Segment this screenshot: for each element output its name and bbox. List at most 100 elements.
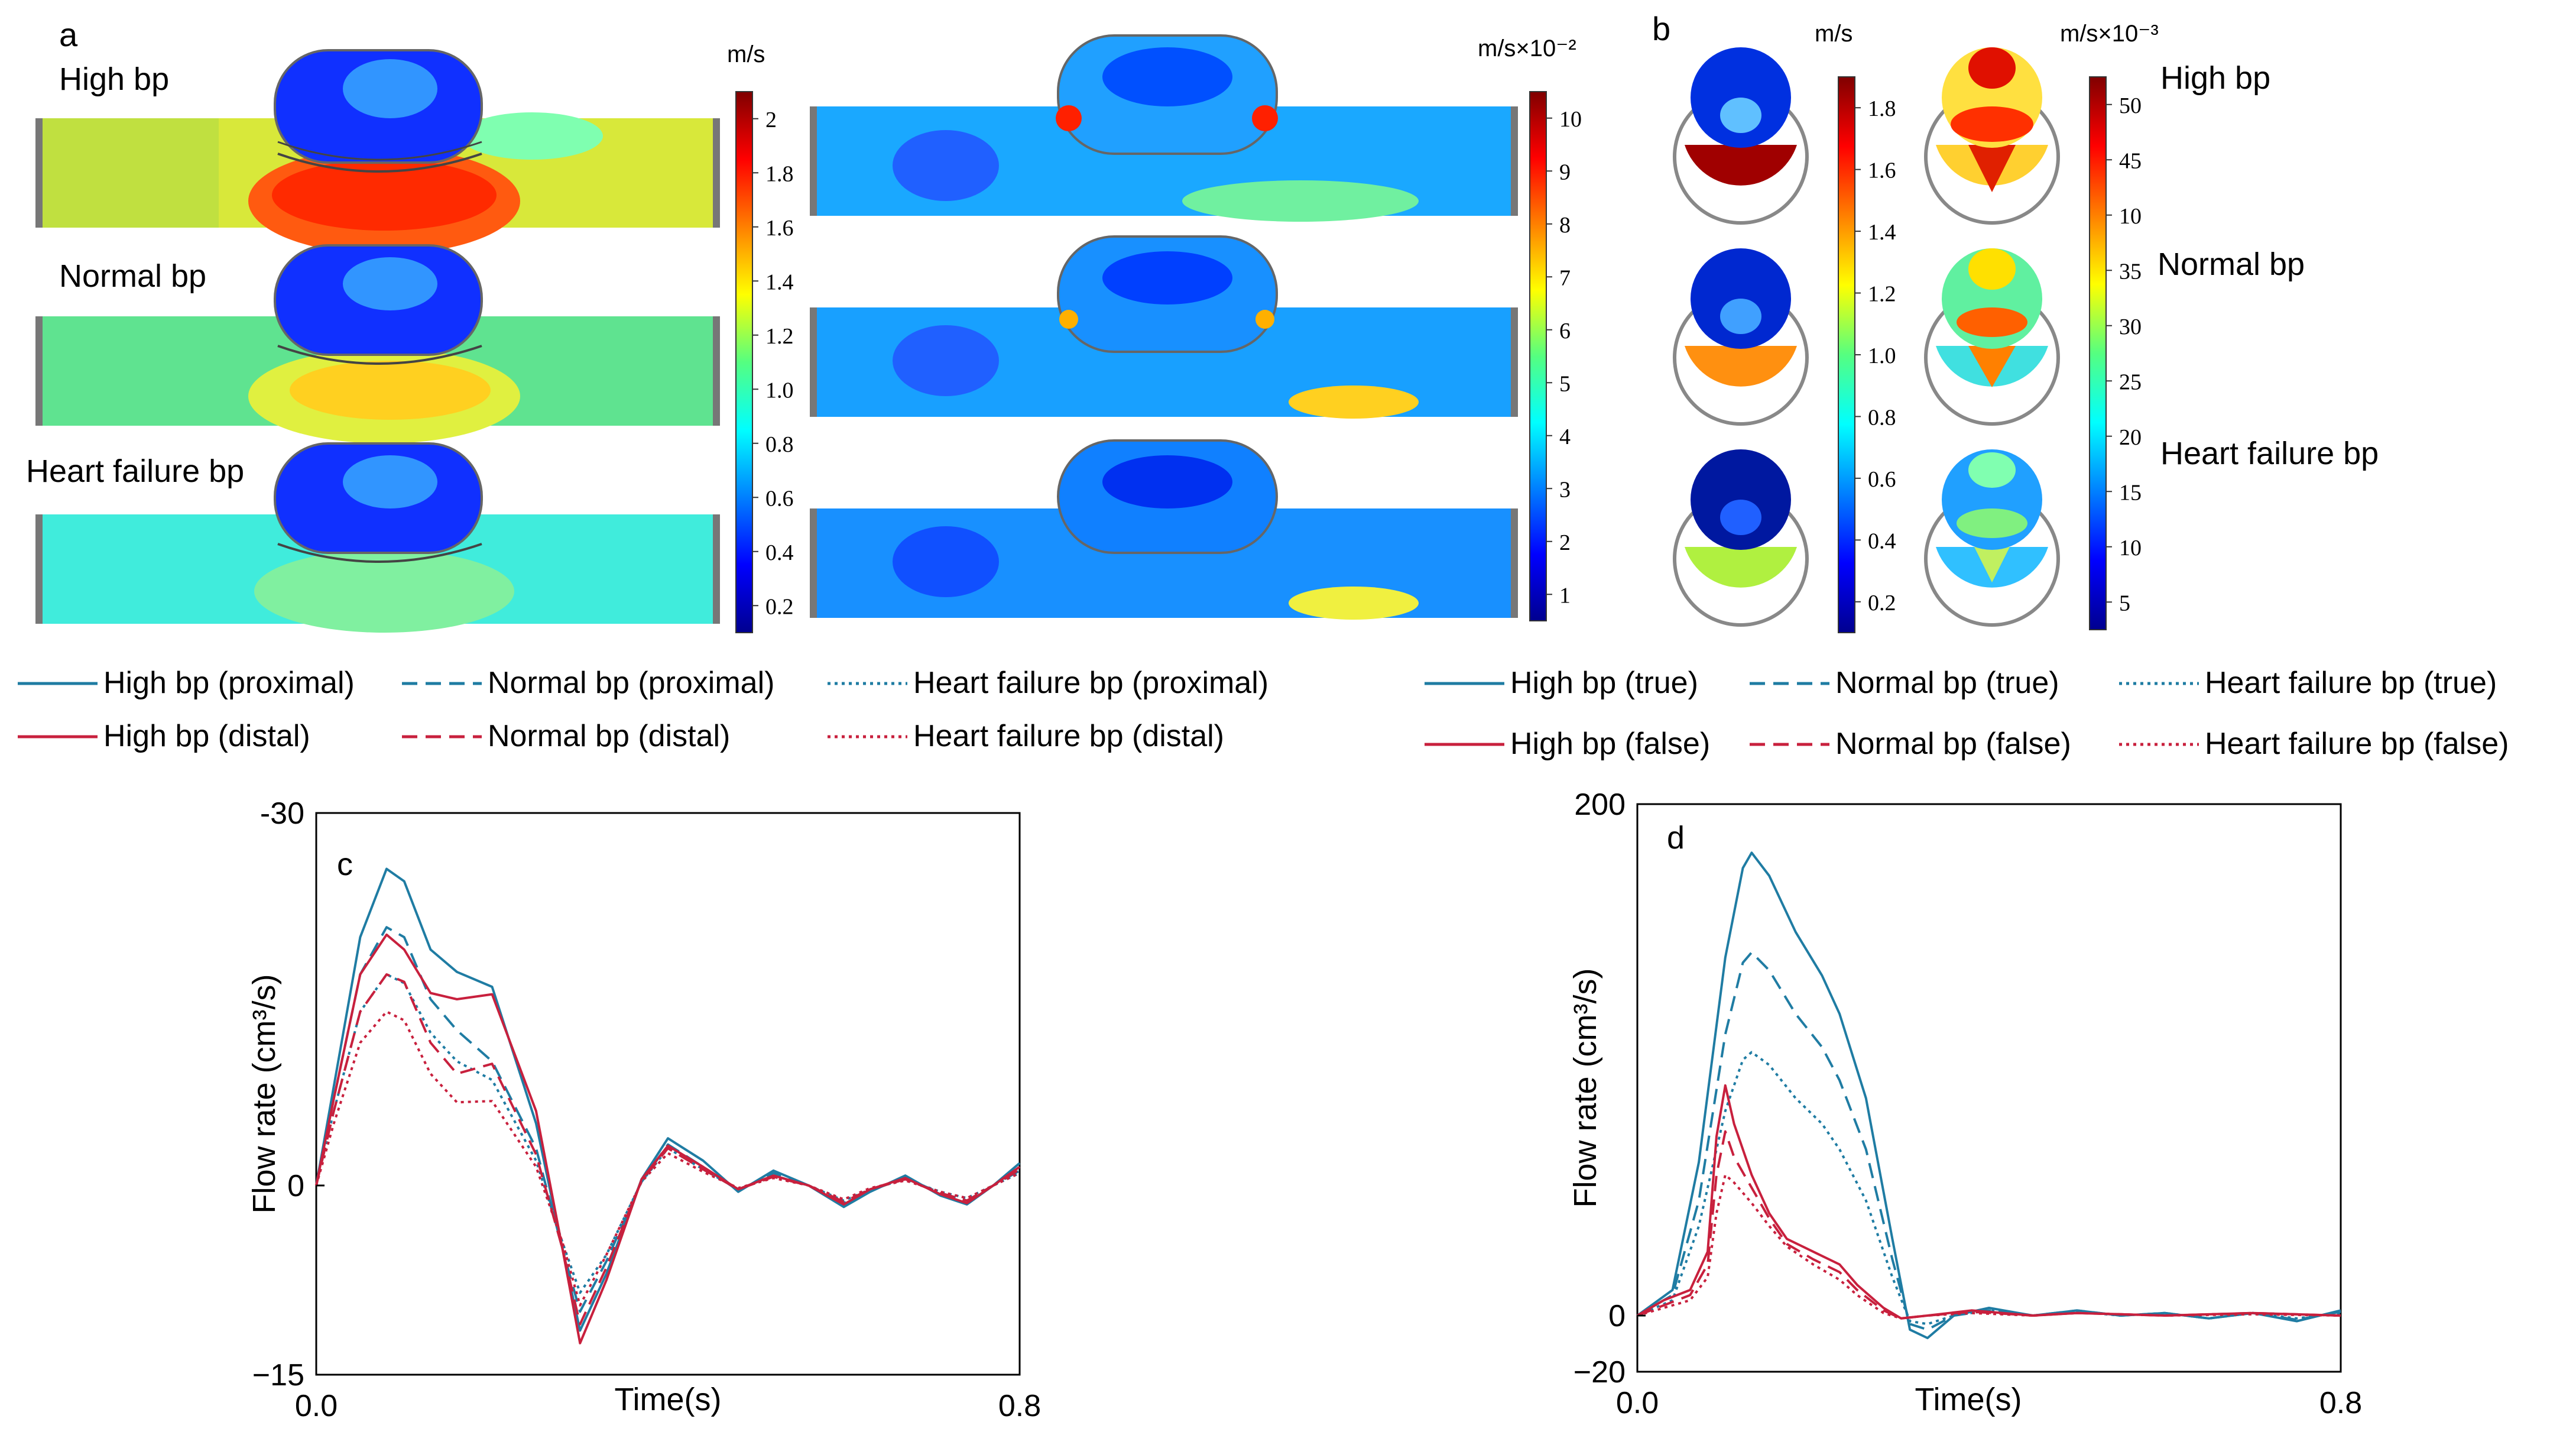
chart-d-frame: [1636, 803, 2342, 1373]
cross-section-normal-bp: [1673, 248, 1809, 426]
tube-image-high-bp: [35, 49, 720, 254]
legend-d-label: Normal bp (false): [1835, 727, 2071, 761]
row-label-b-high-bp: High bp: [2160, 60, 2270, 96]
row-label-b-normal-bp: Normal bp: [2158, 247, 2305, 282]
chart-d-xtick-label: 0.8: [2319, 1386, 2362, 1420]
colorbar-a-right-tick-label: 3: [1559, 477, 1571, 502]
colorbar-a-left-tick-label: 2: [765, 108, 777, 132]
colorbar-a-left-unit: m/s: [727, 41, 765, 67]
chart-c-xtick-label: 0.0: [295, 1389, 338, 1423]
legend-d-label: Heart failure bp (false): [2205, 727, 2509, 761]
colorbar-b-right-tick-label: 15: [2119, 480, 2142, 505]
tube-image-heart-failure-bp-right: [810, 439, 1518, 620]
colorbar-a-left-tick-label: 1.4: [765, 270, 794, 294]
colorbar-b-right-unit: m/s×10⁻³: [2060, 21, 2159, 47]
chart-c-ytick-label: 0: [287, 1169, 304, 1203]
chart-d-ytick-label: −20: [1573, 1355, 1626, 1389]
row-label-a-high-bp: High bp: [59, 61, 169, 97]
colorbar-a-left-tick-label: 1.8: [765, 161, 794, 186]
colorbar-a-right-tick-label: 5: [1559, 371, 1571, 396]
colorbar-b-right-tick-label: 45: [2119, 148, 2142, 173]
legend-d: High bp (true) Normal bp (true) Heart fail…: [1425, 666, 2509, 761]
row-label-b-heart-failure-bp: Heart failure bp: [2160, 436, 2379, 471]
cross-section-high-bp: [1673, 47, 1809, 225]
tube-image-high-bp-right: [810, 34, 1518, 222]
cross-section-heart-failure-bp: [1673, 449, 1809, 627]
chart-d-series-line: [1636, 951, 2341, 1331]
cross-section-heart-failure-bp-right: [1924, 449, 2060, 627]
chart-d-series-line: [1637, 1130, 2341, 1320]
colorbar-b-right-tick-label: 5: [2119, 591, 2130, 616]
colorbar-a-left-ticks: 2 1.8 1.6 1.4 1.2 1.0 0.8 0.6 0.4 0.2: [752, 108, 794, 619]
colorbar-a-right: m/s×10⁻² 10 9 8 7 6 5 4 3 2 1: [1478, 35, 1582, 621]
colorbar-a-right-tick-label: 7: [1559, 265, 1571, 290]
legend-c-label: Heart failure bp (distal): [913, 719, 1224, 753]
chart-d-xtick-label: 0.0: [1616, 1386, 1659, 1420]
tube-image-normal-bp: [35, 244, 720, 443]
legend-d-label: Heart failure bp (true): [2205, 666, 2497, 700]
chart-d-ytick-label: 0: [1608, 1299, 1626, 1333]
colorbar-a-right-tick-label: 1: [1559, 583, 1571, 608]
legend-c-label: Normal bp (proximal): [488, 666, 774, 700]
tube-image-heart-failure-bp: [35, 442, 720, 633]
cross-section-images-left: [1673, 47, 1809, 627]
colorbar-b-right-tick-label: 20: [2119, 425, 2142, 450]
chart-c-xlabel: Time(s): [615, 1382, 722, 1417]
colorbar-a-right-tick-label: 8: [1559, 213, 1571, 238]
colorbar-b-left-tick-label: 1.4: [1868, 220, 1896, 245]
colorbar-a-left-tick-label: 1.2: [765, 324, 794, 349]
chart-d-series-line: [1637, 1051, 2341, 1326]
colorbar-b-right-tick-label: 10: [2119, 204, 2142, 229]
colorbar-b-left-unit: m/s: [1815, 21, 1852, 47]
colorbar-b-right-tick-label: 30: [2119, 315, 2142, 339]
legend-d-label: High bp (true): [1510, 666, 1698, 700]
chart-c-series-line: [315, 973, 1021, 1326]
chart-d-panel-label: d: [1667, 820, 1685, 856]
row-label-a-heart-failure-bp: Heart failure bp: [26, 454, 244, 489]
chart-d-series-line: [1637, 1174, 2341, 1320]
legend-c: High bp (proximal) Normal bp (proximal) He…: [18, 666, 1268, 753]
panel-a-magnitude-images: [810, 34, 1518, 620]
colorbar-b-left-tick-label: 1.8: [1868, 96, 1896, 121]
colorbar-b-left-tick-label: 0.4: [1868, 529, 1896, 553]
colorbar-b-left-tick-label: 0.2: [1868, 591, 1896, 616]
chart-c-frame: [315, 812, 1021, 1376]
chart-d-series-line: [1636, 851, 2341, 1339]
legend-c-label: Normal bp (distal): [488, 719, 730, 753]
legend-c-label: High bp (distal): [103, 719, 310, 753]
colorbar-b-left-tick-label: 0.8: [1868, 405, 1896, 430]
chart-d: d 0.0 0.8 200 0 −20 Time(s) Flow rate (cm³/s…: [1568, 788, 2362, 1420]
chart-c-series-line: [315, 926, 1020, 1313]
chart-c-series-line: [315, 933, 1021, 1345]
colorbar-a-right-unit: m/s×10⁻²: [1478, 35, 1576, 61]
panel-a: a High bp: [26, 16, 1582, 633]
colorbar-b-left-tick-label: 1.6: [1868, 158, 1896, 183]
colorbar-b-left-tick-label: 1.0: [1868, 344, 1896, 368]
colorbar-a-left-tick-label: 0.4: [765, 540, 794, 565]
colorbar-b-right-ticks: 50 45 10 35 30 25 20 15 10 5: [2106, 93, 2142, 616]
chart-c-ytick-label: −15: [252, 1358, 304, 1392]
colorbar-a-right-ticks: 10 9 8 7 6 5 4 3 2 1: [1546, 107, 1582, 608]
chart-c-panel-label: c: [337, 847, 353, 882]
chart-c-series-line: [315, 867, 1021, 1332]
colorbar-b-left-ticks: 1.8 1.6 1.4 1.2 1.0 0.8 0.6 0.4 0.2: [1855, 96, 1896, 616]
colorbar-a-right-tick-label: 4: [1559, 425, 1571, 449]
colorbar-b-right-tick-label: 35: [2119, 259, 2142, 284]
chart-c-series: [315, 867, 1021, 1345]
panel-a-label: a: [59, 16, 78, 53]
colorbar-b-right-tick-label: 10: [2119, 536, 2142, 561]
colorbar-a-left-tick-label: 1.0: [765, 378, 794, 403]
chart-d-xlabel: Time(s): [1915, 1382, 2022, 1417]
chart-c-ytick-label: -30: [260, 796, 304, 831]
colorbar-b-left: m/s 1.8 1.6 1.4 1.2 1.0 0.8 0.6 0.4 0.2: [1815, 21, 1896, 633]
chart-d-ylabel: Flow rate (cm³/s): [1568, 968, 1603, 1208]
chart-c-ylabel: Flow rate (cm³/s): [246, 974, 282, 1214]
row-label-a-normal-bp: Normal bp: [59, 258, 206, 294]
colorbar-a-left: m/s 2 1.8 1.6 1.4 1.2 1.0 0.8 0.6 0.4 0.2: [727, 41, 794, 633]
colorbar-a-right-tick-label: 2: [1559, 530, 1571, 555]
cross-section-images-right: [1924, 47, 2060, 627]
chart-c-xtick-label: 0.8: [998, 1389, 1041, 1423]
panel-b: b: [1652, 10, 2379, 633]
chart-c-series-line: [315, 1010, 1020, 1307]
